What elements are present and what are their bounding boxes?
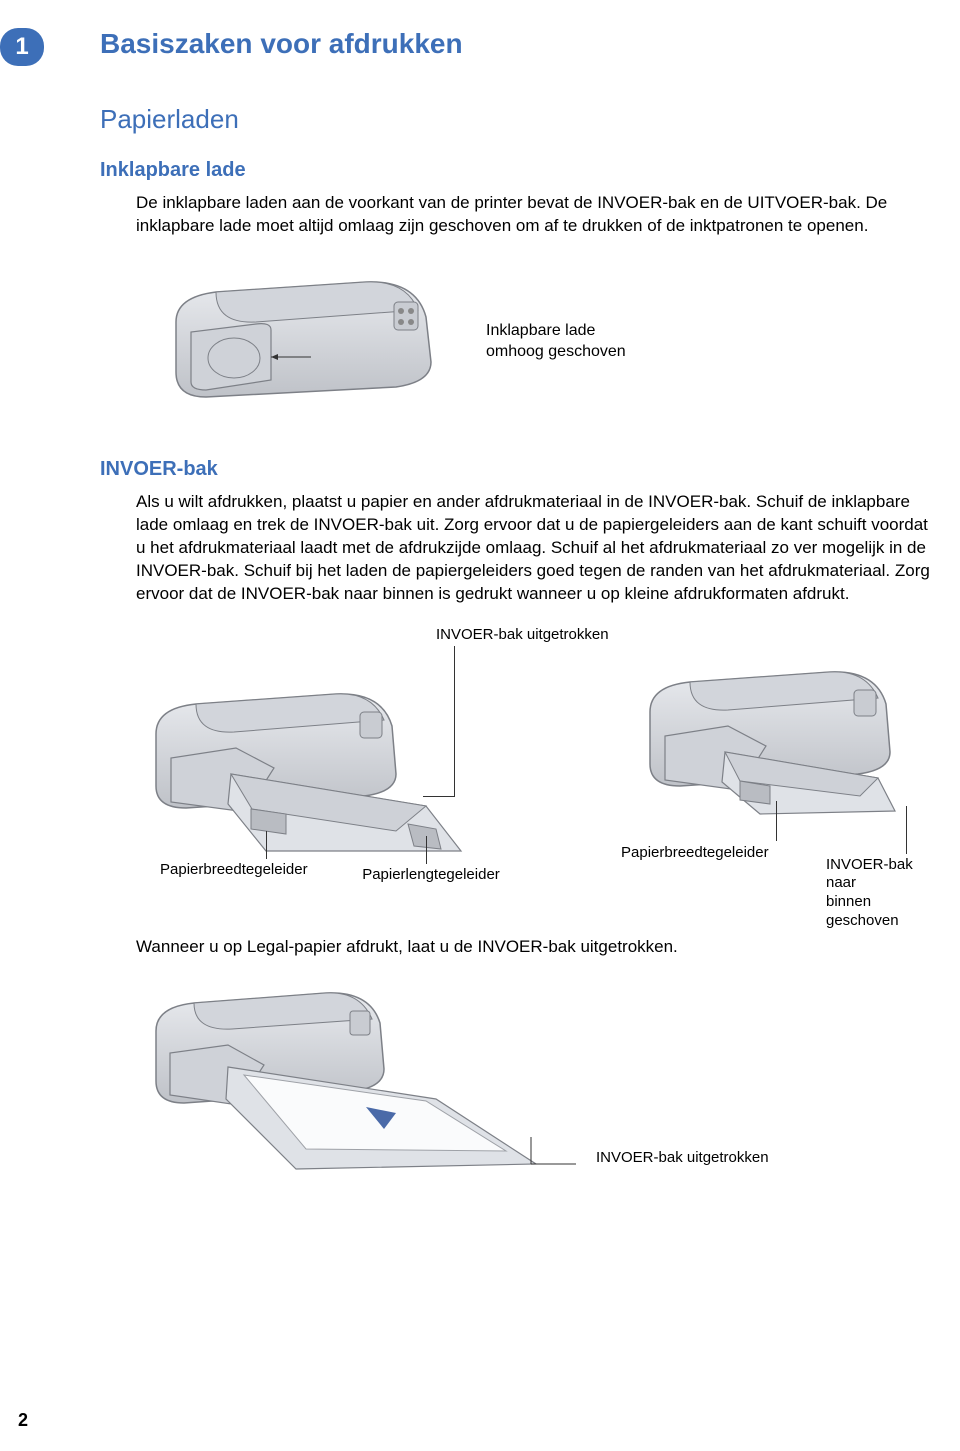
subsection-inklapbare-lade: Inklapbare lade: [100, 159, 940, 182]
body-inklapbare-lade: De inklapbare laden aan de voorkant van …: [136, 192, 940, 238]
label-fig3-uitgetrokken: INVOER-bak uitgetrokken: [596, 1149, 769, 1168]
label-papierbreedte-left: Papierbreedtegeleider: [160, 861, 308, 880]
subsection-invoer-bak: INVOER-bak: [100, 458, 940, 481]
figure-1: Inklapbare lade omhoog geschoven: [136, 262, 940, 422]
legal-paper-note: Wanneer u op Legal-papier afdrukt, laat …: [136, 936, 940, 959]
printer-legal-illustration: [136, 979, 576, 1179]
body-invoer-bak: Als u wilt afdrukken, plaatst u papier e…: [136, 491, 940, 606]
label-invoer-uitgetrokken: INVOER-bak uitgetrokken: [436, 626, 609, 645]
label-papierbreedte-right: Papierbreedtegeleider: [621, 844, 769, 863]
printer-closed-illustration: [136, 262, 456, 422]
page-content: Basiszaken voor afdrukken Papierladen In…: [0, 0, 960, 1229]
printer-tray-pushed-illustration: [610, 656, 940, 846]
figure-3: INVOER-bak uitgetrokken: [136, 979, 940, 1189]
label-binnen-geschoven: INVOER-bak naar binnen geschoven: [826, 856, 940, 931]
label-papierlengte: Papierlengtegeleider: [351, 866, 511, 885]
printer-tray-extended-illustration: [136, 676, 496, 876]
chapter-title: Basiszaken voor afdrukken: [100, 28, 940, 60]
chapter-number: 1: [15, 33, 28, 61]
figure-2: INVOER-bak uitgetrokken Papierbreedtegel…: [136, 626, 940, 906]
chapter-badge: 1: [0, 28, 44, 66]
page-number: 2: [18, 1410, 28, 1431]
figure-1-callout: Inklapbare lade omhoog geschoven: [486, 321, 626, 363]
section-title: Papierladen: [100, 104, 940, 135]
